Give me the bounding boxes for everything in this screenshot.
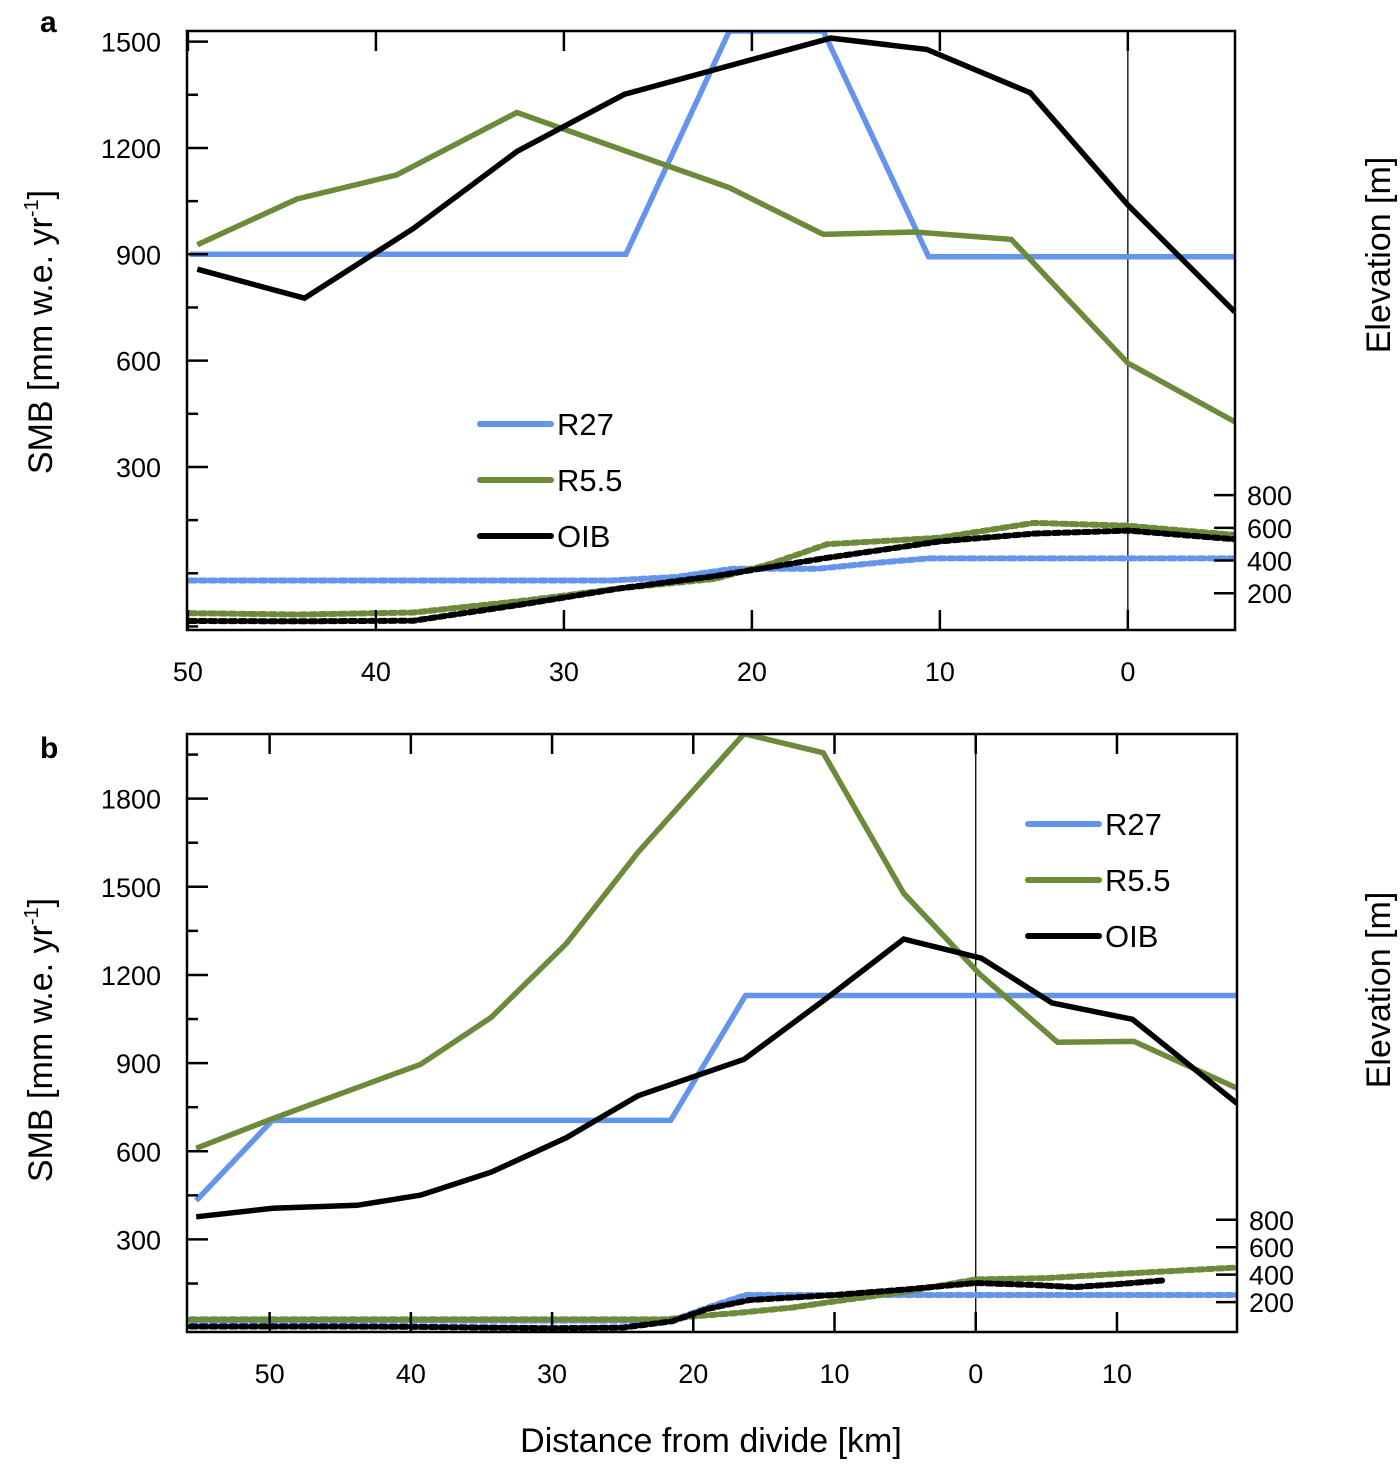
y-tick-label: 1200 <box>101 961 161 991</box>
y-tick-label: 1800 <box>101 785 161 815</box>
y-tick-label: 1500 <box>101 28 161 58</box>
y2-tick-label: 600 <box>1247 514 1292 544</box>
x-tick-label: 0 <box>1120 657 1135 687</box>
plot-area-b: 50 40 30 20 10 0 10 300 600 900 1200 1500 1800 200400… <box>101 732 1294 1389</box>
x-tick-label: 20 <box>678 1359 708 1389</box>
x-tick-label: 30 <box>537 1359 567 1389</box>
y2-tick-label: 400 <box>1247 547 1292 577</box>
x-tick-label: 50 <box>255 1359 285 1389</box>
series-oib-elevation-line <box>187 527 1235 625</box>
y2-axis-title-b: Elevation [m] <box>1360 892 1398 1089</box>
y2-tick-label: 400 <box>1249 1261 1294 1291</box>
panel-letter-a: a <box>40 6 57 39</box>
y-tick-label: 900 <box>116 240 161 270</box>
x-tick-label: 30 <box>549 657 579 687</box>
y-tick-label: 600 <box>116 347 161 377</box>
series-oib-smb-line <box>196 35 1235 315</box>
x-axis-title: Distance from divide [km] <box>520 1422 902 1460</box>
x-tick-label: 10 <box>925 657 955 687</box>
series-oib-smb-line <box>195 936 1237 1220</box>
series-r27-smb-line <box>189 31 1235 260</box>
y-axis-title-b: SMB [mm w.e. yr-1] <box>21 898 60 1182</box>
y-tick-label: 1200 <box>101 134 161 164</box>
y2-axis-title-a: Elevation [m] <box>1360 157 1398 354</box>
y-tick-label: 900 <box>116 1049 161 1079</box>
x-tick-label: 40 <box>396 1359 426 1389</box>
x-tick-label: 50 <box>173 657 203 687</box>
panel-a: a 50 40 30 20 10 0300600900120015002004006008… <box>21 6 1398 687</box>
legend-label-r5-5: R5.5 <box>1105 863 1170 898</box>
x-tick-label: 40 <box>361 657 391 687</box>
y2-tick-label: 200 <box>1247 579 1292 609</box>
x-tick-label: 0 <box>968 1359 983 1389</box>
legend-a: R27 R5.5 OIB <box>477 407 622 554</box>
x-tick-label: 10 <box>819 1359 849 1389</box>
x-tick-label: 20 <box>737 657 767 687</box>
legend-label-oib: OIB <box>557 519 610 554</box>
series-r5-5-smb-line <box>195 734 1237 1151</box>
y-axis-title-a: SMB [mm w.e. yr-1] <box>21 190 60 474</box>
legend-b: R27 R5.5 OIB <box>1025 807 1170 954</box>
y-tick-label: 300 <box>116 453 161 483</box>
legend-label-r27: R27 <box>557 407 614 442</box>
x-tick-label: 10 <box>1102 1359 1132 1389</box>
legend-label-r27: R27 <box>1105 807 1162 842</box>
panel-letter-b: b <box>40 732 58 765</box>
series-oib-elevation-line <box>187 1277 1166 1332</box>
plot-frame <box>185 29 1237 632</box>
y-tick-label: 1500 <box>101 873 161 903</box>
series-r27-smb-line <box>194 992 1237 1203</box>
y-tick-label: 600 <box>116 1137 161 1167</box>
legend-label-oib: OIB <box>1105 919 1158 954</box>
y2-tick-label: 800 <box>1247 481 1292 511</box>
y-tick-label: 300 <box>116 1225 161 1255</box>
panel-b: b 50 40 30 20 10 0 10 300 600 900 1200 1500 1800 2004… <box>21 732 1398 1460</box>
plot-frame <box>185 732 1239 1334</box>
y2-tick-label: 200 <box>1249 1288 1294 1318</box>
legend-label-r5-5: R5.5 <box>557 463 622 498</box>
y2-tick-label: 600 <box>1249 1233 1294 1263</box>
series-r5-5-smb-line <box>196 109 1235 425</box>
y2-tick-label: 800 <box>1249 1206 1294 1236</box>
